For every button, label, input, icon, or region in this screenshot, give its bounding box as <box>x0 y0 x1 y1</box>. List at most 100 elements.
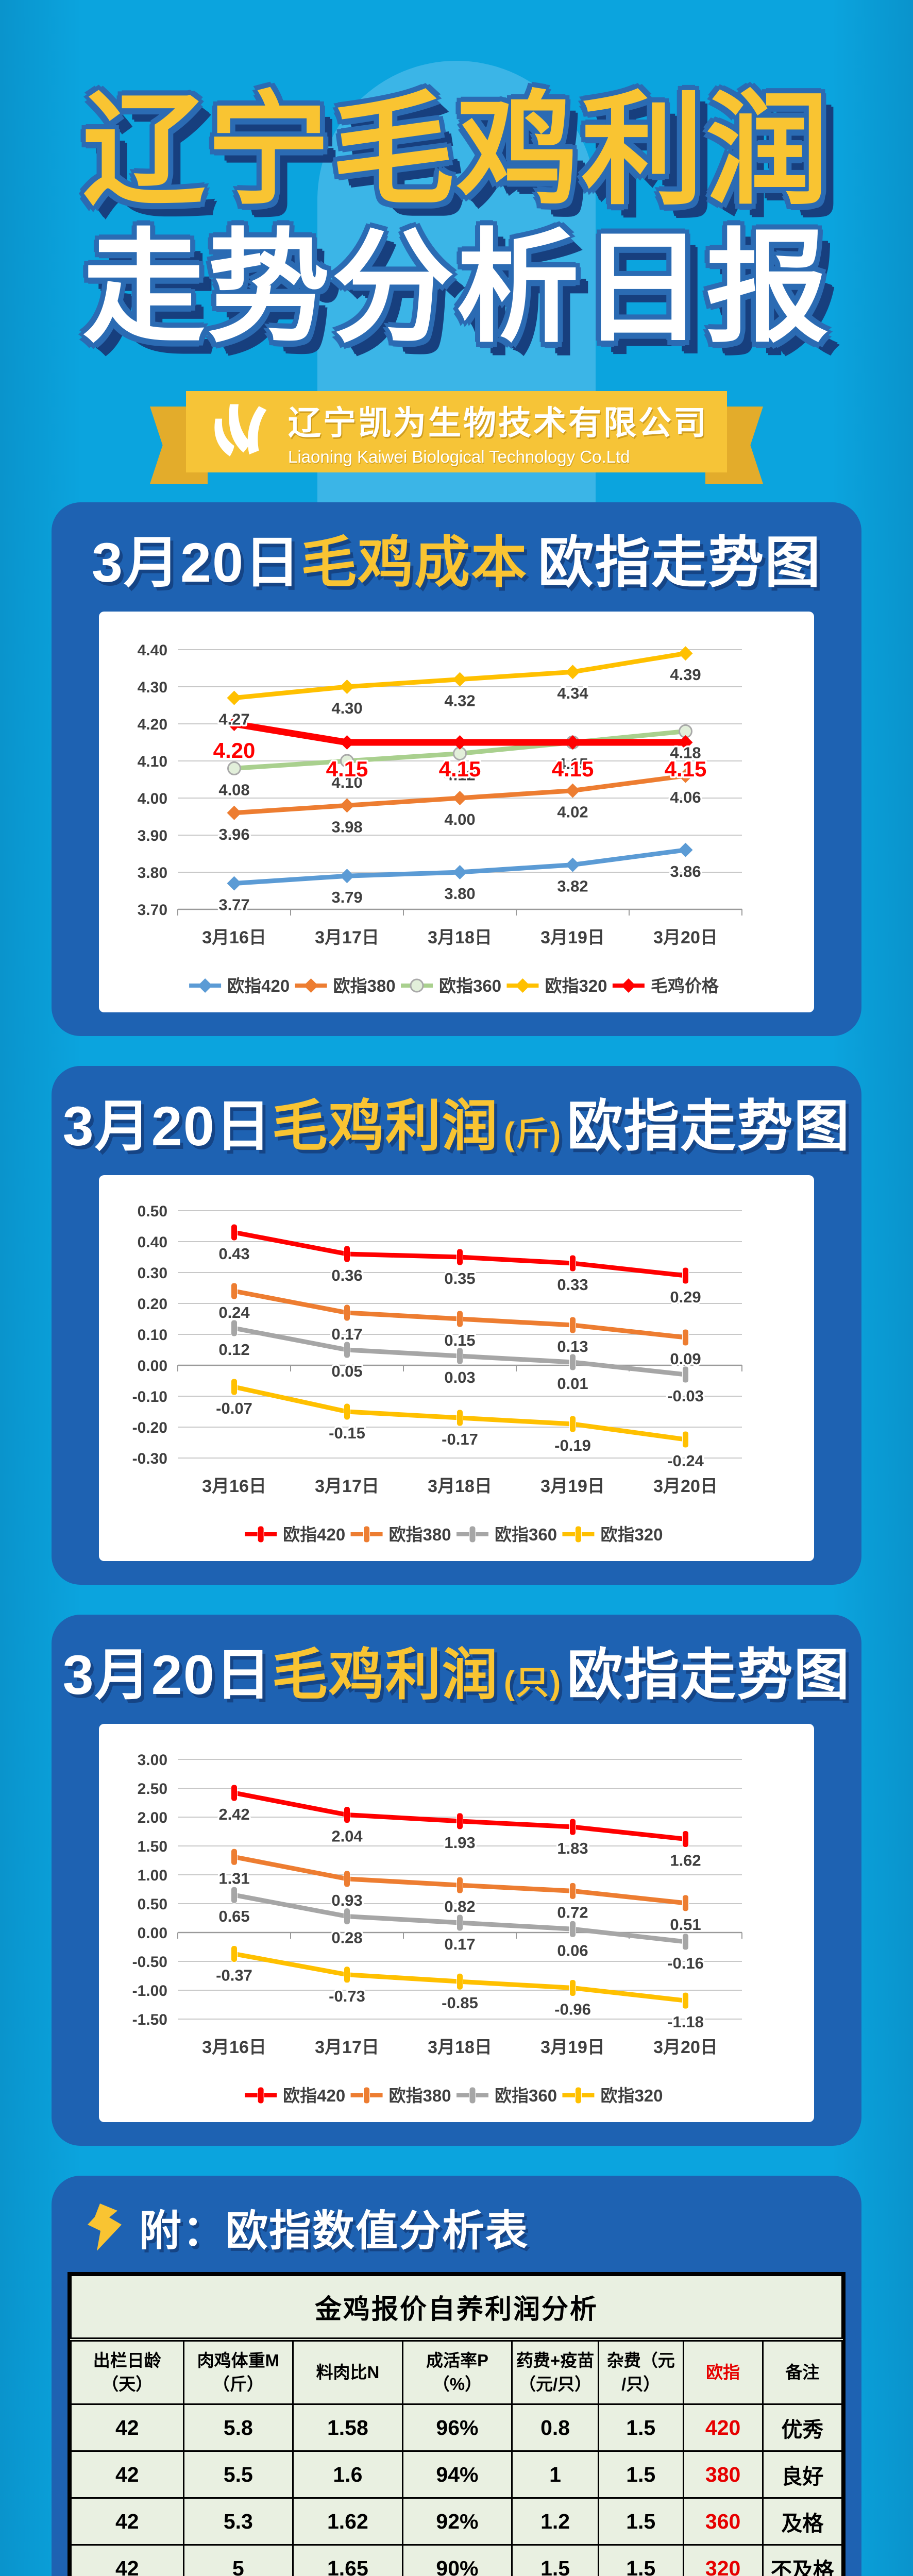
svg-text:-0.03: -0.03 <box>667 1387 704 1405</box>
svg-text:4.08: 4.08 <box>218 781 249 799</box>
svg-text:4.02: 4.02 <box>557 803 588 821</box>
svg-text:4.06: 4.06 <box>670 788 701 806</box>
chart-title-unit: (斤) <box>503 1115 562 1153</box>
svg-text:4.15: 4.15 <box>439 757 481 781</box>
profit-per-bird-line-chart: 3.00 2.50 2.00 1.50 1.00 0.50 0.00 -0.50 -1.00 -1… <box>132 1752 742 2105</box>
table-row: 42 5.3 1.62 92% 1.2 1.5 360 及格 <box>70 2497 843 2546</box>
svg-text:欧指360: 欧指360 <box>495 2086 557 2105</box>
company-banner: 辽宁凯为生物技术有限公司 Liaoning Kaiwei Biological … <box>150 391 763 484</box>
chart-section-cost: 3月20日毛鸡成本 欧指走势图 4.40 4.30 4.20 4.10 4.00 3.90 3… <box>52 502 861 1037</box>
chart-title-unit: (只) <box>503 1664 562 1702</box>
svg-text:0.51: 0.51 <box>670 1916 701 1934</box>
chart-section-profit-per-bird: 3月20日毛鸡利润 (只)欧指走势图 3.00 2.50 2.00 1.50 1.00 0.… <box>52 1615 861 2146</box>
svg-text:3.00: 3.00 <box>138 1752 167 1769</box>
svg-text:4.10: 4.10 <box>331 773 362 791</box>
svg-text:-0.15: -0.15 <box>329 1424 365 1442</box>
svg-text:2.04: 2.04 <box>331 1827 363 1845</box>
svg-text:欧指380: 欧指380 <box>389 2086 451 2105</box>
svg-text:0.17: 0.17 <box>331 1325 362 1343</box>
svg-text:4.34: 4.34 <box>557 684 588 702</box>
svg-text:0.72: 0.72 <box>557 1903 588 1921</box>
profit-table-body: 42 5.8 1.58 96% 0.8 1.5 420 优秀 42 5.5 1.6 94% 1 1.5 38… <box>70 2403 843 2576</box>
svg-text:4.39: 4.39 <box>670 666 701 684</box>
svg-text:4.40: 4.40 <box>138 642 167 659</box>
svg-text:0.06: 0.06 <box>557 1941 588 1959</box>
company-name-cn: 辽宁凯为生物技术有限公司 <box>288 404 708 442</box>
svg-text:0.40: 0.40 <box>138 1234 167 1251</box>
svg-text:0.12: 0.12 <box>218 1341 249 1359</box>
table-cell: 5.8 <box>182 2403 294 2452</box>
attach-title: 附：欧指数值分析表 <box>139 2208 529 2255</box>
svg-text:欧指320: 欧指320 <box>600 1525 663 1544</box>
svg-text:1.93: 1.93 <box>444 1834 475 1852</box>
svg-text:1.83: 1.83 <box>557 1839 588 1857</box>
profit-table-head: 金鸡报价自养利润分析 出栏日龄 （天） 肉鸡体重M （斤） 料肉比N 成活率P （%）药… <box>70 2275 843 2405</box>
table-cell: 0.8 <box>511 2403 599 2452</box>
table-cell: 360 <box>682 2497 764 2546</box>
svg-text:3.90: 3.90 <box>138 827 167 844</box>
attach-header: 附：欧指数值分析表 <box>84 2196 861 2258</box>
svg-text:4.18: 4.18 <box>670 743 701 761</box>
svg-text:0.00: 0.00 <box>138 1925 167 1942</box>
header: 辽宁毛鸡利润 走势分析日报 辽宁凯为生物技术有限公司 Liaoning Kaiw… <box>0 0 913 484</box>
svg-text:0.24: 0.24 <box>218 1303 250 1321</box>
svg-text:3月16日: 3月16日 <box>202 1477 266 1496</box>
profit-table-card: 金鸡报价自养利润分析 出栏日龄 （天） 肉鸡体重M （斤） 料肉比N 成活率P （%）药… <box>67 2272 846 2576</box>
svg-text:欧指320: 欧指320 <box>545 976 607 995</box>
svg-text:-0.10: -0.10 <box>132 1388 167 1405</box>
svg-text:0.05: 0.05 <box>331 1362 362 1380</box>
table-cell: 1.6 <box>292 2450 403 2499</box>
chart-title-highlight: 毛鸡利润 <box>272 1095 499 1158</box>
svg-text:4.20: 4.20 <box>213 738 256 762</box>
table-cell: 42 <box>70 2544 184 2576</box>
table-cell: 320 <box>682 2544 764 2576</box>
table-title: 金鸡报价自养利润分析 <box>70 2275 843 2342</box>
table-row: 42 5 1.65 90% 1.5 1.5 320 不及格 <box>70 2544 843 2576</box>
svg-text:3.77: 3.77 <box>218 896 249 914</box>
svg-text:-1.00: -1.00 <box>132 1982 167 1999</box>
table-cell: 5.3 <box>182 2497 294 2546</box>
svg-text:3月17日: 3月17日 <box>315 928 379 947</box>
svg-text:0.30: 0.30 <box>138 1265 167 1282</box>
svg-text:0.50: 0.50 <box>138 1896 167 1913</box>
svg-text:4.30: 4.30 <box>138 679 167 696</box>
svg-text:3.79: 3.79 <box>331 888 362 906</box>
svg-text:0.13: 0.13 <box>557 1337 588 1355</box>
svg-text:0.20: 0.20 <box>138 1296 167 1313</box>
chart-title-highlight: 毛鸡利润 <box>272 1643 499 1706</box>
svg-text:1.31: 1.31 <box>218 1869 249 1887</box>
svg-text:1.00: 1.00 <box>138 1867 167 1884</box>
svg-text:3月16日: 3月16日 <box>202 2038 266 2057</box>
svg-text:-0.24: -0.24 <box>667 1452 704 1470</box>
svg-text:4.15: 4.15 <box>665 757 707 781</box>
svg-text:3月17日: 3月17日 <box>315 2038 379 2057</box>
table-cell: 94% <box>401 2450 513 2499</box>
svg-text:0.03: 0.03 <box>444 1368 475 1386</box>
table-row: 42 5.8 1.58 96% 0.8 1.5 420 优秀 <box>70 2403 843 2452</box>
svg-text:欧指380: 欧指380 <box>389 1525 451 1544</box>
chart-title-profit-jin: 3月20日毛鸡利润 (斤)欧指走势图 <box>52 1081 861 1162</box>
svg-text:4.00: 4.00 <box>444 810 475 828</box>
table-header-cell: 备注 <box>762 2338 843 2405</box>
svg-text:毛鸡价格: 毛鸡价格 <box>651 976 719 995</box>
svg-text:3月20日: 3月20日 <box>653 2038 718 2057</box>
table-cell: 5.5 <box>182 2450 294 2499</box>
cost-trend-line-chart: 4.40 4.30 4.20 4.10 4.00 3.90 3.80 3.70 3月16日 3月1… <box>138 642 742 995</box>
table-header-cell: 出栏日龄 （天） <box>70 2338 184 2405</box>
svg-text:2.50: 2.50 <box>138 1781 167 1798</box>
svg-text:0.15: 0.15 <box>444 1331 475 1349</box>
svg-text:3月16日: 3月16日 <box>202 928 266 947</box>
svg-text:-0.17: -0.17 <box>442 1430 478 1448</box>
svg-text:3月20日: 3月20日 <box>653 928 718 947</box>
table-cell: 1.5 <box>597 2403 684 2452</box>
chart-title-highlight: 毛鸡成本 <box>301 531 528 594</box>
table-cell: 1.5 <box>597 2450 684 2499</box>
svg-text:2.00: 2.00 <box>138 1809 167 1826</box>
svg-text:欧指360: 欧指360 <box>439 976 501 995</box>
svg-text:0.28: 0.28 <box>331 1929 362 1947</box>
svg-text:欧指360: 欧指360 <box>495 1525 557 1544</box>
svg-text:-0.96: -0.96 <box>554 2001 591 2019</box>
svg-text:1.62: 1.62 <box>670 1852 701 1870</box>
svg-text:0.00: 0.00 <box>138 1358 167 1375</box>
